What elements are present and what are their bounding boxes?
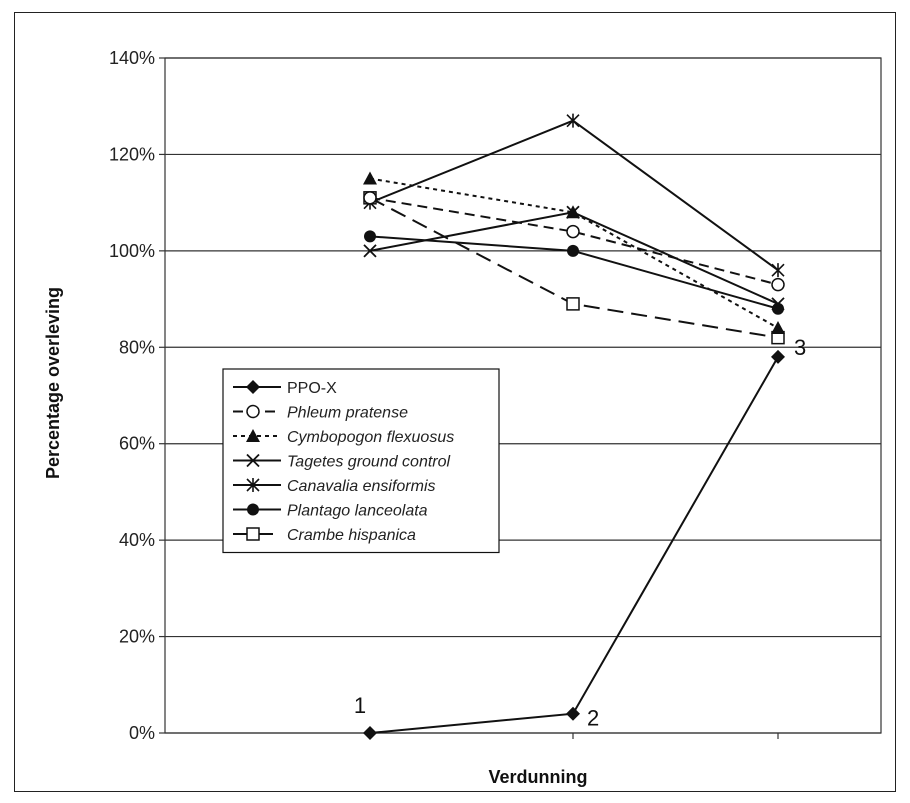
legend: PPO-X Phleum pratense Cymbopogon flexuosus… (222, 368, 500, 554)
data-point-ppo-x (566, 706, 580, 721)
data-point-plantago-lanceolata (567, 244, 579, 257)
legend-marker-tagetes-ground-control (246, 453, 260, 468)
legend-entry-canavalia-ensiformis: Canavalia ensiformis (233, 478, 436, 495)
legend-marker-ppo-x (246, 380, 260, 394)
y-tick-label: 140% (109, 48, 155, 68)
point-label: 2 (587, 706, 599, 731)
legend-marker-crambe-hispanica (246, 527, 260, 541)
legend-entry-phleum-pratense: Phleum pratense (233, 405, 408, 422)
line-chart: 0% 20% 40% 60% 80% 100% 120% 140% 1 2 3 PPO-X Phle… (43, 48, 882, 787)
legend-label: Phleum pratense (287, 405, 408, 422)
data-point-canavalia-ensiformis (771, 263, 785, 278)
legend-entry-tagetes-ground-control: Tagetes ground control (233, 454, 451, 471)
series-line-phleum-pratense (369, 196, 779, 286)
legend-label: PPO-X (287, 380, 337, 397)
y-tick-label: 40% (119, 530, 155, 550)
data-point-cymbopogon-flexuosus (771, 321, 785, 334)
legend-marker-plantago-lanceolata (247, 503, 259, 516)
series-cymbopogon-flexuosus (363, 171, 785, 334)
point-label: 1 (354, 693, 366, 718)
series-line-crambe-hispanica (369, 196, 779, 339)
legend-entry-crambe-hispanica: Crambe hispanica (233, 527, 416, 544)
legend-entry-ppo-x: PPO-X (233, 380, 337, 397)
legend-label: Canavalia ensiformis (287, 478, 436, 495)
data-point-phleum-pratense (771, 277, 785, 292)
series-ppo-x (363, 349, 785, 740)
y-axis-title: Percentage overleving (43, 287, 63, 479)
y-tick-label: 80% (119, 337, 155, 357)
data-point-ppo-x (771, 349, 785, 364)
legend-label: Cymbopogon flexuosus (287, 429, 454, 446)
data-point-crambe-hispanica (566, 297, 580, 311)
data-point-cymbopogon-flexuosus (363, 171, 377, 185)
legend-marker-cymbopogon-flexuosus (246, 429, 260, 442)
y-tick-label: 20% (119, 627, 155, 647)
point-label: 3 (794, 335, 806, 360)
data-point-tagetes-ground-control (771, 297, 785, 311)
data-point-plantago-lanceolata (364, 230, 376, 243)
series-line-cymbopogon-flexuosus (369, 177, 779, 329)
data-point-phleum-pratense (363, 191, 377, 205)
series-group (363, 113, 785, 740)
y-tick-label: 0% (129, 723, 155, 743)
legend-marker-canavalia-ensiformis (246, 478, 260, 492)
data-point-tagetes-ground-control (363, 244, 377, 258)
legend-label: Plantago lanceolata (287, 503, 428, 520)
y-tick-label: 120% (109, 144, 155, 164)
y-tick-label: 60% (119, 434, 155, 454)
y-tick-label: 100% (109, 241, 155, 261)
x-axis-title: Verdunning (489, 767, 588, 787)
legend-marker-phleum-pratense (246, 404, 260, 419)
data-point-cymbopogon-flexuosus (566, 205, 580, 219)
chart-frame: 0% 20% 40% 60% 80% 100% 120% 140% 1 2 3 PPO-X Phle… (14, 12, 896, 792)
y-tick-labels: 0% 20% 40% 60% 80% 100% 120% 140% (109, 48, 155, 743)
series-phleum-pratense (363, 191, 785, 292)
series-tagetes-ground-control (363, 205, 785, 311)
legend-label: Tagetes ground control (287, 454, 451, 471)
point-labels: 1 2 3 (354, 335, 806, 731)
data-point-canavalia-ensiformis (566, 113, 580, 128)
legend-entry-cymbopogon-flexuosus: Cymbopogon flexuosus (233, 429, 454, 446)
data-point-ppo-x (363, 726, 377, 740)
legend-label: Crambe hispanica (287, 527, 416, 544)
legend-entry-plantago-lanceolata: Plantago lanceolata (233, 503, 428, 520)
data-point-phleum-pratense (566, 224, 580, 239)
